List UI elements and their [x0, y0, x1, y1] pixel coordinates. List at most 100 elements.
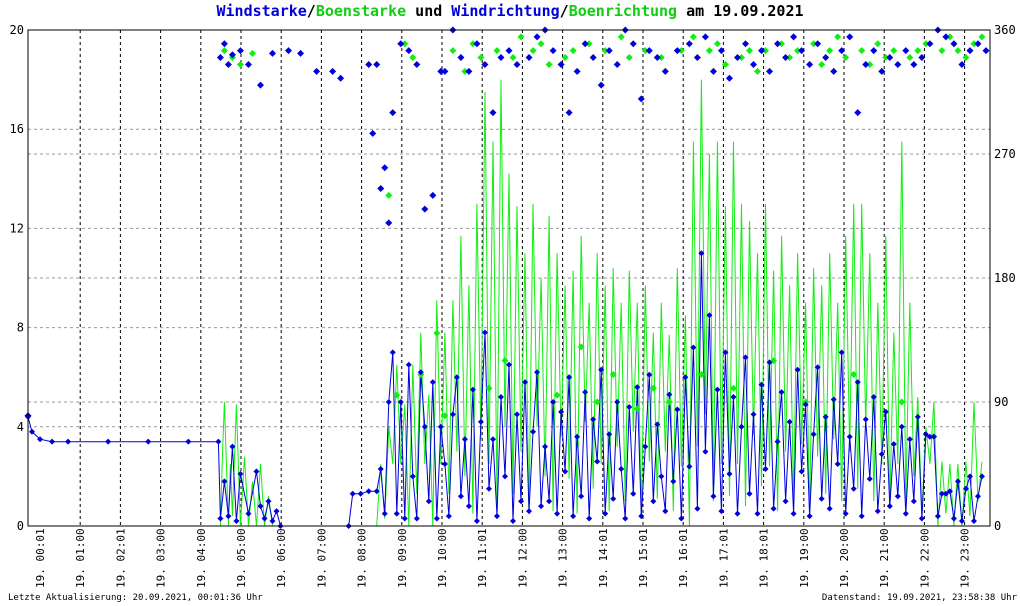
wind-strength-point: [586, 515, 593, 522]
wind-strength-point: [385, 399, 392, 405]
wind-direction-point: [244, 60, 252, 68]
gust-direction-point: [401, 40, 409, 48]
gust-direction-point: [721, 60, 729, 68]
wind-direction-point: [766, 67, 774, 75]
gust-direction-point: [697, 370, 705, 378]
wind-strength-point: [870, 394, 877, 401]
wind-direction-point: [918, 54, 926, 62]
wind-strength-point: [858, 513, 865, 520]
wind-strength-point: [978, 473, 985, 480]
wind-direction-point: [365, 60, 373, 68]
x-tick-label: 19. 09:00: [396, 528, 409, 588]
wind-direction-point: [854, 109, 862, 117]
gust-direction-point: [409, 54, 417, 62]
gust-direction-point: [746, 47, 753, 55]
gust-direction-point: [970, 40, 978, 48]
wind-direction-point: [481, 60, 489, 68]
wind-direction-point: [774, 40, 782, 48]
wind-direction-point: [513, 60, 521, 68]
wind-strength-point: [518, 498, 525, 505]
wind-direction-point: [653, 54, 661, 62]
gust-direction-point: [477, 54, 485, 62]
wind-strength-point: [742, 354, 749, 361]
wind-strength-point: [614, 399, 621, 405]
x-tick-label: 19. 12:00: [516, 528, 529, 588]
x-tick-group: 19. 23:00: [959, 528, 972, 588]
wind-direction-point: [942, 33, 950, 41]
wind-strength-point: [473, 518, 480, 525]
wind-strength-point: [942, 490, 949, 497]
wind-direction-point: [974, 40, 982, 48]
wind-strength-point: [185, 438, 192, 445]
x-tick-group: 19. 13:00: [557, 528, 570, 588]
wind-strength-point: [846, 433, 853, 440]
wind-direction-point: [878, 67, 886, 75]
wind-strength-point: [558, 408, 565, 415]
gust-direction-point: [938, 47, 946, 55]
x-tick-label: 19. 10:00: [436, 528, 449, 588]
gust-direction-point: [449, 47, 457, 55]
gust-direction-point: [826, 47, 834, 55]
wind-direction-point: [285, 47, 293, 55]
wind-direction-point: [377, 184, 385, 192]
gust-direction-point: [689, 33, 697, 41]
wind-strength-point: [890, 441, 897, 448]
last-update: Letzte Aktualisierung: 20.09.2021, 00:01…: [8, 593, 263, 603]
wind-direction-point: [782, 54, 790, 62]
wind-direction-point: [886, 54, 894, 62]
y-axis-right: 0 90 180 270 360: [994, 23, 1016, 533]
wind-strength-point: [694, 505, 701, 512]
wind-strength-point: [706, 312, 713, 319]
gust-direction-point: [593, 398, 601, 406]
wind-strength-point: [389, 349, 396, 356]
y-left-tick-label: 16: [10, 122, 24, 136]
wind-direction-point: [758, 47, 766, 55]
gust-direction-point: [537, 40, 545, 48]
wind-direction-point: [950, 40, 958, 48]
x-tick-label: 19. 13:00: [557, 528, 570, 588]
wind-strength-point: [894, 493, 901, 500]
wind-strength-point: [962, 485, 969, 492]
wind-strength-point: [437, 423, 444, 430]
x-tick-group: 19. 18:01: [758, 528, 771, 588]
gust-direction-point: [385, 191, 393, 199]
wind-strength-point: [786, 418, 793, 425]
wind-direction-point: [220, 40, 228, 48]
wind-strength-point: [946, 488, 953, 495]
wind-strength-point: [253, 468, 260, 475]
wind-direction-point: [701, 33, 709, 41]
wind-strength-point: [233, 518, 240, 525]
gust-direction-point: [729, 384, 737, 392]
wind-strength-point: [618, 465, 625, 472]
wind-strength-point: [934, 513, 941, 520]
y-left-tick-label: 12: [10, 221, 24, 235]
wind-strength-point: [926, 433, 933, 440]
wind-strength-point: [658, 473, 665, 480]
wind-strength-point: [506, 361, 512, 368]
wind-direction-point: [465, 67, 473, 75]
wind-strength-point: [886, 503, 893, 510]
x-tick-group: 19. 11:01: [476, 528, 489, 588]
wind-strength-point: [550, 399, 557, 405]
gust-direction-point: [850, 370, 858, 378]
gust-direction-point: [469, 40, 477, 48]
wind-strength-point: [634, 384, 641, 391]
wind-strength-point: [534, 369, 541, 376]
gust-direction-point: [461, 67, 469, 75]
wind-direction-point: [385, 219, 393, 227]
gust-direction-point: [778, 40, 786, 48]
gust-direction-point: [705, 47, 713, 55]
wind-strength-point: [554, 510, 561, 517]
wind-direction-point: [597, 81, 605, 89]
wind-strength-point: [606, 431, 613, 438]
x-tick-label: 19. 20:00: [838, 528, 851, 588]
wind-strength-point: [670, 478, 677, 485]
wind-strength-point: [229, 443, 236, 450]
x-tick-label: 19. 18:01: [758, 528, 771, 588]
wind-direction-point: [814, 40, 822, 48]
wind-strength-point: [698, 250, 705, 257]
wind-strength-point: [770, 505, 777, 512]
gust-direction-point: [553, 391, 561, 399]
wind-strength-point: [265, 498, 272, 505]
gust-direction-point: [762, 47, 770, 55]
